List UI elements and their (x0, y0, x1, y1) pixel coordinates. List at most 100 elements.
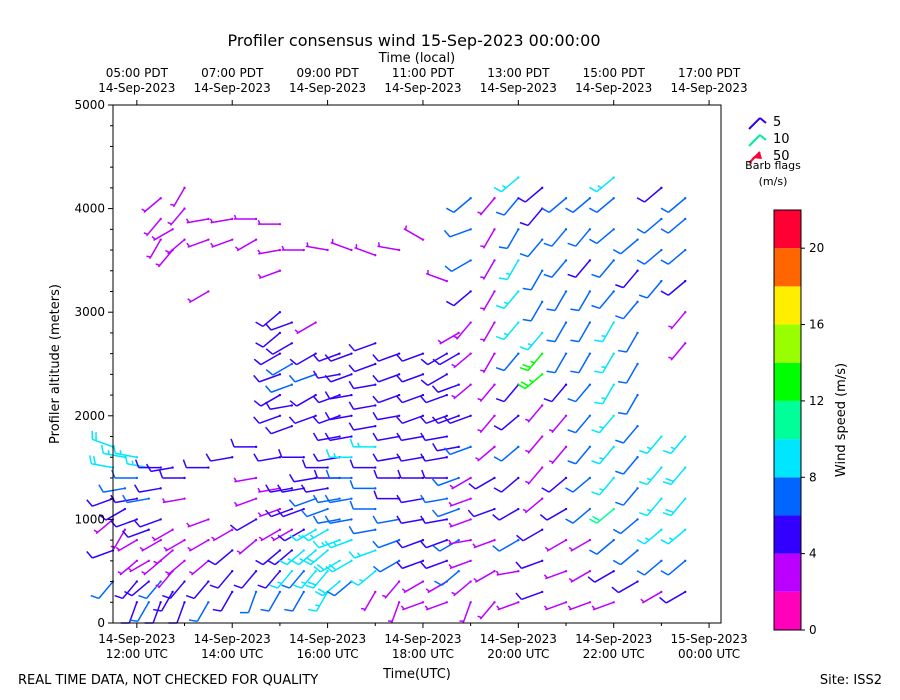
barb-staff (403, 580, 424, 594)
barb-base (493, 197, 496, 200)
top-tick-time: 15:00 PDT (583, 66, 646, 80)
barb-base (588, 538, 592, 542)
barb-half-feather (495, 570, 500, 576)
wind-barb (525, 435, 544, 454)
wind-barb (117, 559, 139, 576)
barb-feather (229, 524, 238, 531)
wind-barb (289, 352, 317, 366)
barb-feather (587, 576, 596, 583)
barb-staff (402, 373, 424, 383)
wind-barb (591, 601, 615, 611)
barb-feather (493, 487, 502, 493)
wind-barb (570, 321, 592, 343)
barb-base (314, 352, 317, 355)
barb-base (254, 497, 258, 500)
barb-base (517, 176, 520, 179)
barb-staff (187, 518, 209, 528)
barb-base (374, 549, 377, 552)
barb-staff (622, 425, 639, 444)
barb-base (684, 197, 687, 200)
wind-barb (420, 538, 449, 549)
barb-base (350, 518, 353, 521)
y-tick-label: 4000 (74, 202, 105, 216)
wind-barb (431, 414, 460, 425)
wind-barb (302, 549, 329, 566)
barb-base (421, 559, 425, 563)
barb-feather (396, 432, 402, 441)
barb-base (374, 445, 377, 449)
barb-base (564, 414, 568, 417)
barb-feather (659, 596, 667, 604)
barb-base (564, 570, 568, 573)
barb-staff (524, 498, 543, 514)
barb-staff (572, 508, 591, 524)
barb-base (326, 507, 329, 511)
barb-staff (354, 246, 376, 256)
barb-staff (145, 218, 162, 237)
top-tick-time: 11:00 PDT (392, 66, 455, 80)
wind-barb (432, 442, 460, 452)
barb-base (493, 601, 496, 604)
barb-feather (493, 186, 502, 193)
barb-base (123, 507, 127, 511)
barb-feather (396, 515, 402, 524)
barb-feather (636, 228, 645, 234)
barb-staff (482, 228, 496, 249)
barb-feather (312, 395, 320, 404)
barb-half-feather (601, 366, 606, 369)
barb-base (135, 476, 139, 480)
barb-feather (516, 534, 524, 542)
barb-staff (620, 518, 639, 535)
barb-base (457, 476, 460, 480)
barb-staff (268, 591, 281, 612)
wind-barb (612, 549, 639, 566)
barb-staff (296, 394, 317, 407)
barb-base (517, 538, 520, 542)
wind-barb (211, 528, 234, 542)
wind-barb (662, 466, 687, 486)
barb-feather (420, 432, 426, 441)
wind-barb (468, 476, 496, 490)
barb-staff (602, 322, 615, 342)
wind-barb (495, 290, 520, 310)
barb-staff (551, 384, 567, 403)
barb-feather (324, 540, 332, 549)
y-axis-ticks: 0 1000 2000 3000 4000 5000 (74, 98, 113, 630)
barb-staff (377, 245, 400, 251)
barb-base (374, 466, 377, 469)
barb-staff (667, 529, 686, 545)
barb-base (278, 456, 282, 459)
barb-staff (139, 518, 161, 528)
barb-feather (617, 349, 627, 353)
barb-staff (475, 477, 495, 490)
barb-staff (425, 394, 448, 404)
barb-staff (214, 549, 233, 566)
barb-staff (598, 259, 615, 278)
wind-barb (233, 214, 258, 221)
barb-staff (545, 570, 567, 580)
barb-base (397, 248, 401, 252)
barb-base (397, 476, 401, 480)
wind-barb (153, 549, 174, 566)
barb-staff (188, 539, 209, 552)
wind-barb (110, 518, 139, 528)
barb-feather (188, 619, 198, 623)
barb-base (397, 580, 401, 583)
barb-base (612, 321, 615, 324)
top-tick-time: 09:00 PDT (296, 66, 359, 80)
wind-barb (255, 549, 282, 566)
barb-staff (401, 435, 424, 442)
barb-feather (348, 380, 355, 389)
top-tick-time: 17:00 PDT (678, 66, 741, 80)
wind-barb (373, 469, 401, 480)
barb-base (338, 352, 341, 355)
barb-base (290, 362, 294, 366)
barb-feather (565, 518, 574, 524)
barb-feather (265, 509, 272, 518)
barb-feather (267, 559, 276, 566)
wind-barb (253, 373, 282, 383)
wind-barb (589, 538, 615, 555)
wind-barb (186, 518, 210, 528)
barb-base (314, 476, 317, 480)
barb-base (338, 518, 341, 521)
